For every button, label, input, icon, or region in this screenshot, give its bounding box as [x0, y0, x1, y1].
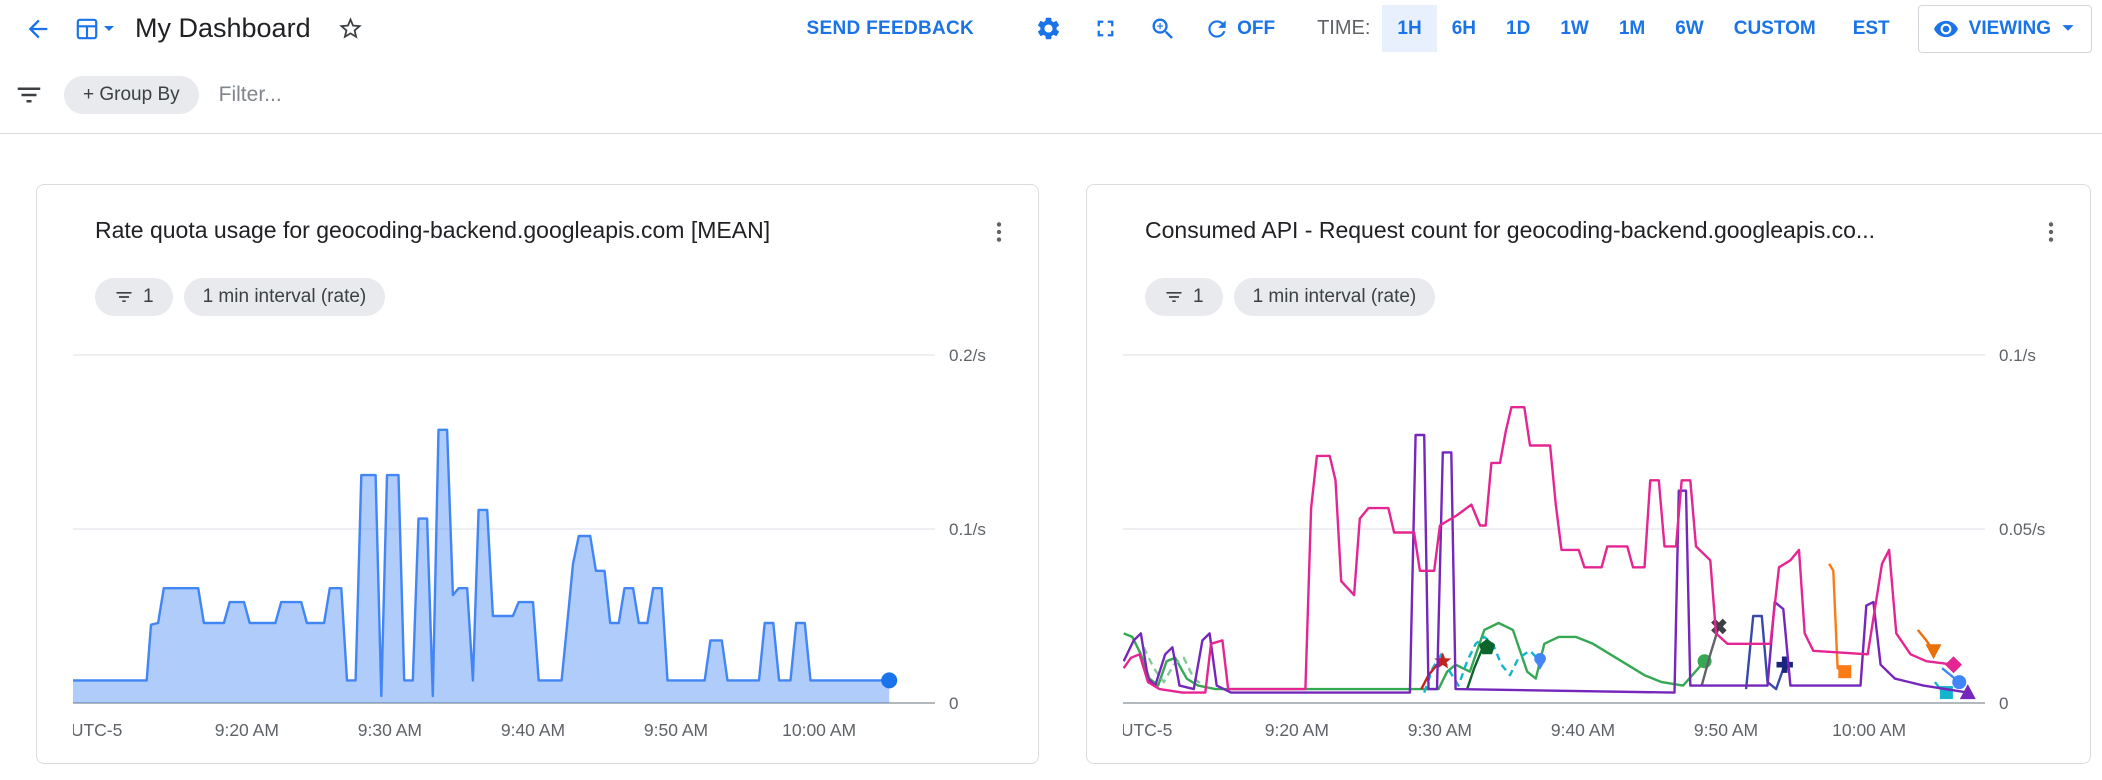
svg-text:0: 0	[1999, 694, 2008, 713]
svg-text:10:00 AM: 10:00 AM	[782, 720, 856, 740]
time-range-custom[interactable]: CUSTOM	[1719, 5, 1831, 52]
time-range-6w[interactable]: 6W	[1660, 5, 1719, 52]
group-by-button[interactable]: + Group By	[64, 76, 199, 114]
svg-text:0.1/s: 0.1/s	[949, 520, 986, 539]
chart-title: Rate quota usage for geocoding-backend.g…	[95, 217, 771, 243]
eye-icon	[1933, 20, 1958, 37]
viewing-label: VIEWING	[1968, 17, 2051, 39]
time-label: TIME:	[1317, 17, 1371, 39]
top-bar: My Dashboard SEND FEEDBACK OFF TIME: 1H …	[0, 0, 2102, 57]
time-range-1h[interactable]: 1H	[1382, 5, 1437, 52]
star-icon[interactable]	[337, 15, 364, 42]
page-title: My Dashboard	[135, 13, 311, 43]
dashboard-grid: Rate quota usage for geocoding-backend.g…	[0, 134, 2102, 764]
consumed-api-line-chart[interactable]: 0.1/s 0.05/s 0 UTC-5 9:20 AM 9:30 AM 9:40 AM 9:…	[1121, 334, 2090, 751]
svg-text:9:50 AM: 9:50 AM	[644, 720, 708, 740]
chevron-down-icon	[104, 25, 114, 31]
time-range-1d[interactable]: 1D	[1491, 5, 1545, 52]
more-options-icon[interactable]	[2034, 215, 2068, 252]
zoom-search-icon[interactable]	[1149, 15, 1177, 43]
svg-text:9:20 AM: 9:20 AM	[215, 720, 279, 740]
filter-icon	[1166, 292, 1182, 302]
svg-text:UTC-5: UTC-5	[73, 720, 122, 740]
svg-text:9:40 AM: 9:40 AM	[501, 720, 565, 740]
filter-bar: + Group By	[0, 57, 2102, 134]
svg-text:0.05/s: 0.05/s	[1999, 520, 2045, 539]
settings-gear-icon[interactable]	[1035, 15, 1062, 42]
back-arrow-icon[interactable]	[24, 15, 52, 43]
viewing-dropdown[interactable]: VIEWING	[1917, 4, 2092, 53]
dashboard-grid-icon[interactable]	[74, 16, 115, 42]
timezone-selector[interactable]: EST	[1852, 17, 1890, 39]
time-range-6h[interactable]: 6H	[1437, 5, 1491, 52]
svg-text:0.2/s: 0.2/s	[949, 346, 986, 365]
more-options-icon[interactable]	[982, 215, 1016, 252]
refresh-icon	[1208, 19, 1226, 38]
svg-text:9:50 AM: 9:50 AM	[1694, 720, 1758, 740]
top-bar-actions: SEND FEEDBACK OFF TIME: 1H 6H 1D 1W 1M 6…	[806, 4, 2094, 53]
fullscreen-icon[interactable]	[1092, 15, 1119, 42]
filter-list-icon[interactable]	[14, 80, 44, 110]
chart-card-rate-quota: Rate quota usage for geocoding-backend.g…	[36, 184, 1039, 764]
chart-card-consumed-api: Consumed API - Request count for geocodi…	[1086, 184, 2091, 764]
svg-text:9:40 AM: 9:40 AM	[1551, 720, 1615, 740]
interval-chip[interactable]: 1 min interval (rate)	[1233, 278, 1436, 316]
interval-chip[interactable]: 1 min interval (rate)	[183, 278, 386, 316]
filter-icon	[116, 292, 132, 302]
refresh-state-label: OFF	[1237, 17, 1276, 39]
svg-text:9:30 AM: 9:30 AM	[1408, 720, 1472, 740]
filter-count: 1	[1193, 286, 1204, 307]
filter-input[interactable]	[218, 83, 639, 107]
svg-text:9:20 AM: 9:20 AM	[1265, 720, 1329, 740]
chevron-down-icon	[2062, 25, 2074, 31]
svg-text:0: 0	[949, 694, 958, 713]
filter-count-chip[interactable]: 1	[1145, 278, 1223, 316]
time-range-1w[interactable]: 1W	[1545, 5, 1604, 52]
chart-title: Consumed API - Request count for geocodi…	[1145, 217, 1876, 243]
filter-count-chip[interactable]: 1	[95, 278, 173, 316]
svg-text:9:30 AM: 9:30 AM	[358, 720, 422, 740]
svg-text:0.1/s: 0.1/s	[1999, 346, 2036, 365]
rate-quota-area-chart[interactable]: 0.2/s 0.1/s 0 UTC-5 9:20 AM 9:30 AM 9:40 AM 9:5…	[71, 334, 1038, 751]
filter-count: 1	[143, 286, 154, 307]
send-feedback-link[interactable]: SEND FEEDBACK	[806, 17, 975, 39]
svg-text:UTC-5: UTC-5	[1123, 720, 1172, 740]
time-range-1m[interactable]: 1M	[1604, 5, 1660, 52]
auto-refresh-toggle[interactable]: OFF	[1204, 16, 1275, 42]
svg-text:10:00 AM: 10:00 AM	[1832, 720, 1906, 740]
